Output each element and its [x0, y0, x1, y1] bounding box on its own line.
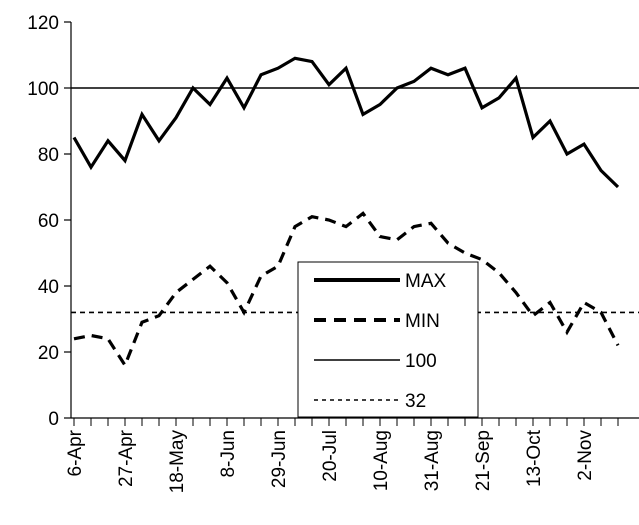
- legend-label-max: MAX: [405, 271, 447, 292]
- legend-label-100: 100: [405, 351, 437, 372]
- x-tick-label: 8-Jun: [218, 430, 239, 478]
- y-tick-label: 40: [38, 277, 59, 298]
- legend-label-min: MIN: [405, 311, 440, 332]
- x-tick-label: 2-Nov: [575, 430, 596, 481]
- x-tick-label: 6-Apr: [65, 429, 86, 476]
- y-tick-label: 80: [38, 145, 59, 166]
- legend-box: [297, 261, 479, 418]
- x-tick-label: 13-Oct: [524, 429, 545, 487]
- x-tick-label: 18-May: [167, 430, 188, 494]
- x-axis: 6-Apr 27-Apr 18-May 8-Jun 29-Jun 20-Jul 10-Aug…: [65, 417, 639, 494]
- x-tick-label: 29-Jun: [269, 430, 290, 488]
- y-tick-label: 0: [48, 409, 59, 430]
- x-tick-label: 27-Apr: [116, 429, 137, 487]
- y-tick-label: 120: [27, 13, 59, 34]
- series-line-max: [72, 56, 620, 189]
- y-axis: 0 20 40 60 80 100 120: [27, 13, 72, 430]
- y-tick-label: 60: [38, 211, 59, 232]
- legend-label-32: 32: [405, 391, 426, 412]
- y-tick-label: 20: [38, 343, 59, 364]
- x-tick-label: 31-Aug: [422, 430, 443, 491]
- y-tick-label: 100: [27, 79, 59, 100]
- x-tick-label: 20-Jul: [320, 430, 341, 482]
- x-tick-label: 21-Sep: [473, 430, 494, 491]
- legend: MAX MIN 100 32: [297, 261, 479, 418]
- x-tick-label: 10-Aug: [371, 430, 392, 491]
